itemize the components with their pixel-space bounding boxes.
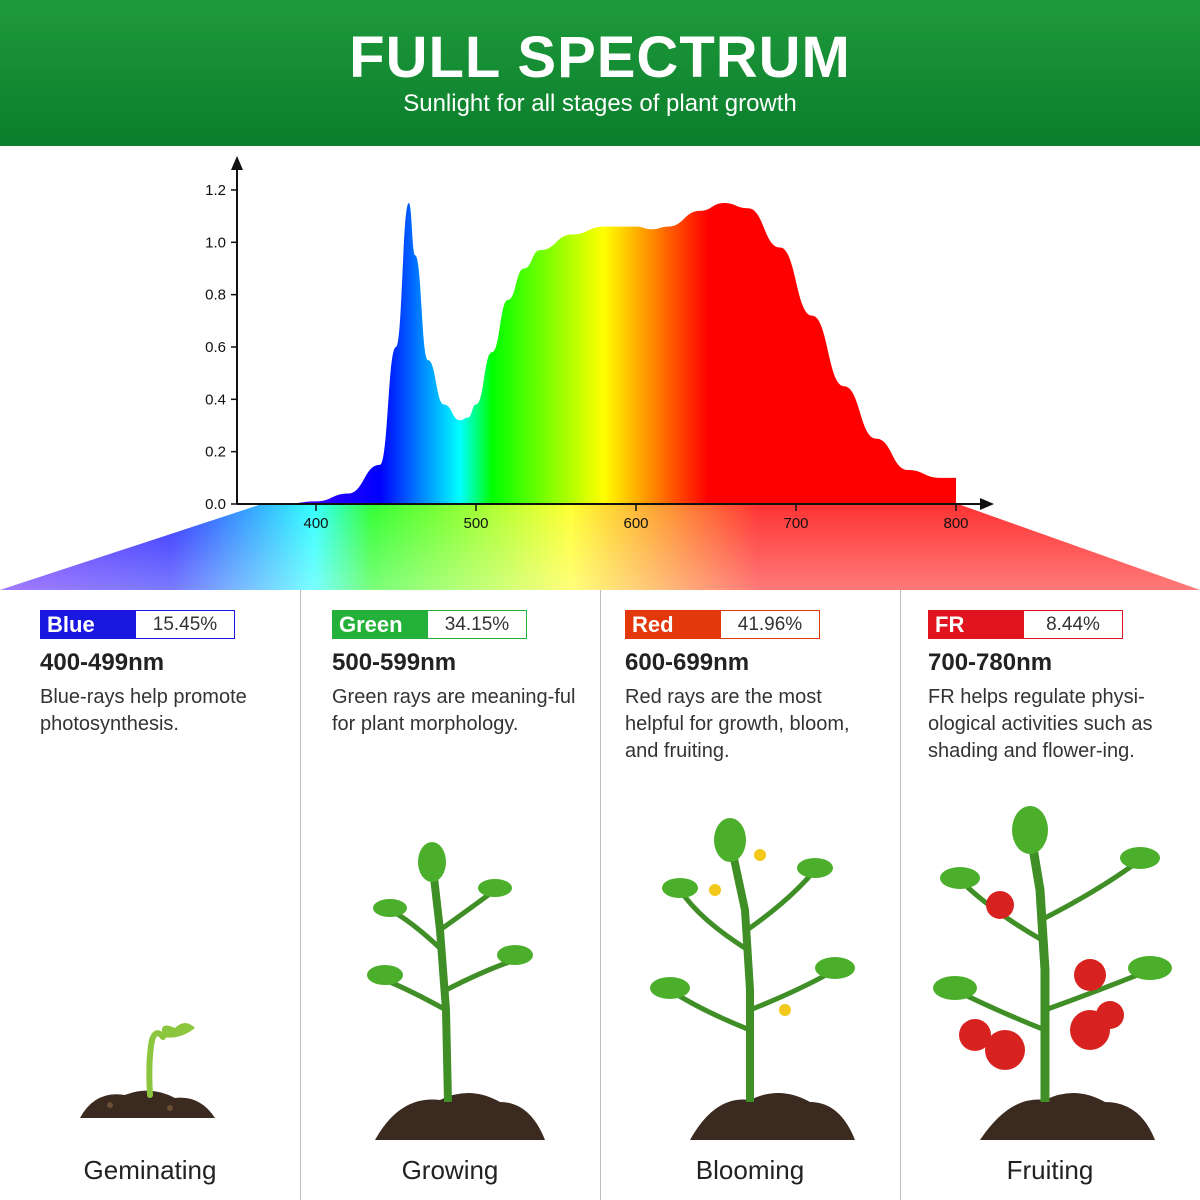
y-tick-label: 0.0 <box>205 496 226 513</box>
flower <box>754 849 766 861</box>
leaf <box>373 899 407 917</box>
band-name: Blue <box>41 611 136 638</box>
soil-speck <box>107 1102 113 1108</box>
leaf <box>662 878 698 898</box>
band-badge: Blue 15.45% <box>40 610 235 639</box>
leaf <box>1012 806 1048 854</box>
sprout-stem <box>146 1030 166 1098</box>
spectrum-area-series <box>284 203 956 504</box>
x-tick-label: 700 <box>783 515 808 532</box>
leaf <box>815 957 855 979</box>
y-tick-label: 0.2 <box>205 444 226 461</box>
stage-label: Fruiting <box>1006 1155 1094 1185</box>
y-tick-label: 0.4 <box>205 391 226 408</box>
leaf <box>797 858 833 878</box>
band-badge: Red 41.96% <box>625 610 820 639</box>
tomato <box>986 891 1014 919</box>
leaf <box>497 945 533 965</box>
sprout-leaf <box>161 1023 195 1038</box>
leaf <box>933 976 977 1000</box>
band-range: 600-699nm <box>625 649 750 676</box>
leaf <box>714 818 746 862</box>
stage-label: Growing <box>401 1155 499 1185</box>
tomato <box>1074 959 1106 991</box>
column-divider <box>300 590 301 1200</box>
stage-label: Blooming <box>695 1155 805 1185</box>
soil-mound <box>980 1092 1155 1140</box>
plant-branches <box>668 868 837 1033</box>
y-tick-label: 0.8 <box>205 287 226 304</box>
column-divider <box>600 590 601 1200</box>
soil-mound <box>375 1092 545 1140</box>
x-tick-label: 800 <box>943 515 968 532</box>
leaf <box>367 965 403 985</box>
x-tick-label: 500 <box>463 515 488 532</box>
y-tick-label: 0.6 <box>205 339 226 356</box>
plant-stem <box>428 859 452 1103</box>
band-badge: FR 8.44% <box>928 610 1123 639</box>
leaf <box>940 867 980 889</box>
band-description: Green rays are meaning-ful for plant mor… <box>332 686 576 735</box>
plant-stem <box>726 839 754 1102</box>
leaf <box>1120 847 1160 869</box>
band-column-blue: Blue 15.45% 400-499nm Blue-rays help pro… <box>0 590 300 1200</box>
spectrum-chart: 0.0 0.2 0.4 0.6 0.8 1.0 1.2 400 500 600 700 800 <box>0 156 1200 590</box>
y-tick-label: 1.2 <box>205 182 226 199</box>
y-tick-label: 1.0 <box>205 234 226 251</box>
band-description: Blue-rays help promote photosynthesis. <box>40 686 247 735</box>
plant-branches <box>384 887 516 1013</box>
band-name: Red <box>626 611 721 638</box>
band-badge: Green 34.15% <box>332 610 527 639</box>
blooming-plant-illustration <box>650 818 855 1140</box>
fruiting-plant-illustration <box>933 806 1172 1140</box>
band-percent: 34.15% <box>428 611 526 638</box>
flower <box>709 884 721 896</box>
plant-branches <box>953 857 1151 1033</box>
y-axis-arrow <box>231 156 243 170</box>
band-description: FR helps regulate physi-ological activit… <box>928 686 1153 762</box>
x-tick-label: 400 <box>303 515 328 532</box>
stage-label: Geminating <box>83 1155 217 1185</box>
growing-plant-illustration <box>367 842 545 1140</box>
band-range: 700-780nm <box>928 649 1053 676</box>
soil-mound <box>690 1092 855 1140</box>
soil-speck <box>167 1105 173 1111</box>
page-subtitle: Sunlight for all stages of plant growth <box>403 90 797 117</box>
band-column-green: Green 34.15% 500-599nm Green rays are me… <box>300 590 600 1200</box>
x-axis-arrow <box>980 498 994 510</box>
flower <box>779 1004 791 1016</box>
header-banner: FULL SPECTRUM Sunlight for all stages of… <box>0 0 1200 146</box>
seedling-illustration <box>80 1023 215 1118</box>
band-name: FR <box>929 611 1024 638</box>
spectrum-fan-highlight <box>0 504 1200 590</box>
band-percent: 8.44% <box>1024 611 1122 638</box>
tomato <box>985 1030 1025 1070</box>
x-tick-label: 600 <box>623 515 648 532</box>
band-column-fr: FR 8.44% 700-780nm FR helps regulate phy… <box>900 590 1200 1200</box>
leaf <box>418 842 446 882</box>
band-percent: 15.45% <box>136 611 234 638</box>
leaf <box>650 977 690 999</box>
band-name: Green <box>333 611 428 638</box>
leaf <box>1128 956 1172 980</box>
band-range: 400-499nm <box>40 649 165 676</box>
plant-stem <box>1025 829 1050 1102</box>
band-description: Red rays are the most helpful for growth… <box>625 686 850 762</box>
tomato <box>959 1019 991 1051</box>
leaf <box>478 879 512 897</box>
page-title: FULL SPECTRUM <box>349 25 851 90</box>
tomato <box>1096 1001 1124 1029</box>
band-column-red: Red 41.96% 600-699nm Red rays are the mo… <box>600 590 900 1200</box>
band-percent: 41.96% <box>721 611 819 638</box>
column-divider <box>900 590 901 1200</box>
soil-mound <box>80 1090 215 1118</box>
band-range: 500-599nm <box>332 649 457 676</box>
